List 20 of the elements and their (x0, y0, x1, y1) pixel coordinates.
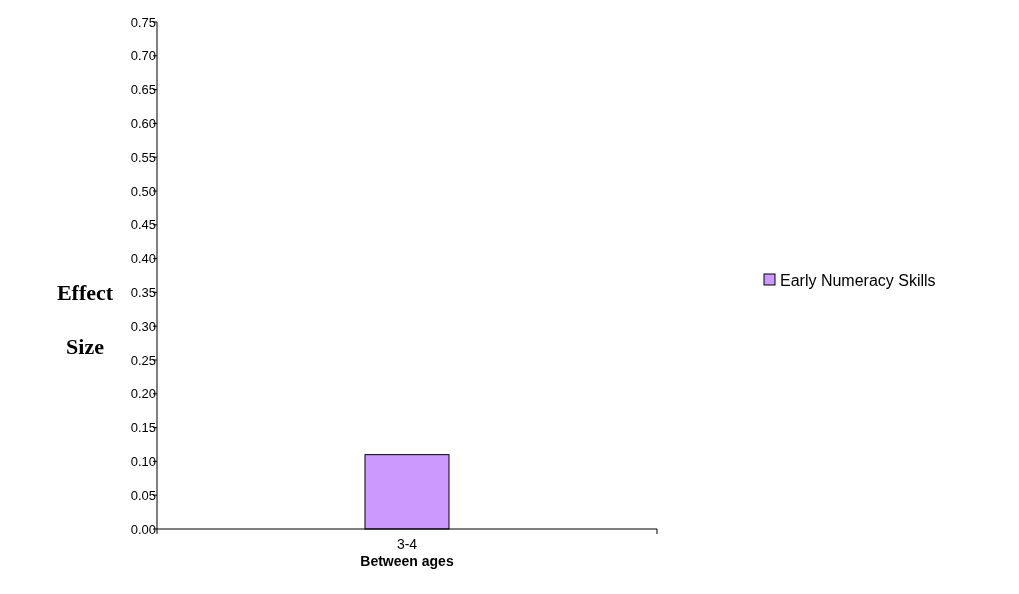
y-tick-label: 0.10 (130, 453, 156, 469)
y-tick-label: 0.25 (130, 352, 156, 368)
y-tick-label: 0.20 (130, 386, 156, 402)
y-tick-label: 0.40 (130, 251, 156, 267)
y-tick-label: 0.15 (130, 420, 156, 436)
x-axis-title: Between ages (360, 553, 454, 569)
y-tick-label: 0.70 (130, 48, 156, 64)
y-tick-label: 0.50 (130, 183, 156, 199)
y-tick-label: 0.55 (130, 149, 156, 165)
y-tick-label: 0.45 (130, 217, 156, 233)
y-tick-label: 0.00 (130, 521, 156, 537)
y-tick-label: 0.60 (130, 115, 156, 131)
y-tick-label: 0.35 (130, 284, 156, 300)
y-tick-label: 0.30 (130, 318, 156, 334)
y-tick-label: 0.65 (130, 82, 156, 98)
y-tick-label: 0.75 (130, 14, 156, 30)
text: Effect Size (56, 280, 114, 359)
x-tick-label: 3-4 (396, 536, 418, 552)
legend-label: Early Numeracy Skills (780, 271, 936, 289)
y-tick-label: 0.05 (130, 487, 156, 503)
